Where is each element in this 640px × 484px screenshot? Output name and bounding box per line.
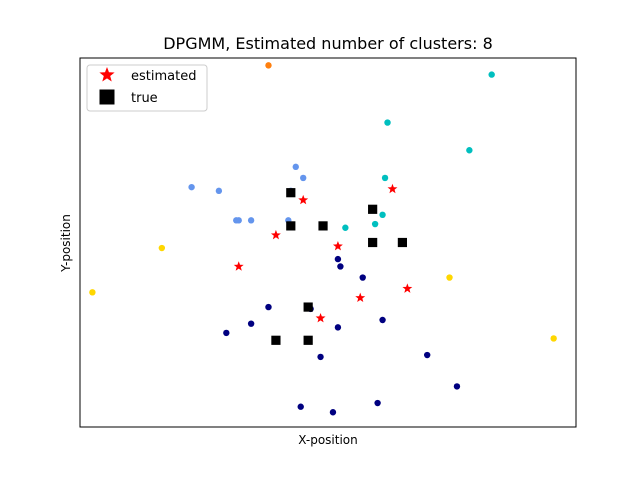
y-axis-label: Y-position — [59, 214, 73, 273]
star-marker-5-1 — [298, 194, 309, 205]
series-6-square-group — [271, 188, 407, 345]
square-marker-6-6 — [303, 302, 313, 312]
square-marker-6-5 — [397, 237, 407, 248]
data-marks — [89, 62, 557, 416]
data-point-0-13 — [329, 409, 337, 416]
star-marker-5-4 — [233, 261, 244, 271]
legend-square-icon — [99, 89, 115, 105]
star-marker-5-2 — [270, 229, 281, 240]
data-point-1-3 — [215, 187, 223, 195]
series-2-circle-group — [342, 71, 495, 231]
legend-marker-estimated — [99, 67, 115, 82]
square-marker-6-4 — [368, 237, 378, 248]
series-1-circle-group — [188, 163, 307, 224]
data-point-0-6 — [334, 324, 342, 331]
square-marker-6-2 — [286, 221, 296, 231]
square-marker-6-8 — [303, 335, 313, 345]
legend-frame — [86, 64, 208, 112]
data-point-2-4 — [379, 211, 386, 219]
legend-star-icon — [99, 67, 115, 82]
square-marker-6-1 — [368, 204, 378, 214]
data-point-0-3 — [265, 303, 272, 311]
square-marker-6-0 — [286, 188, 296, 198]
data-point-2-1 — [488, 71, 495, 78]
data-point-2-0 — [384, 119, 391, 126]
data-point-1-2 — [188, 183, 195, 191]
data-point-0-10 — [424, 351, 431, 359]
data-point-3-1 — [89, 289, 96, 296]
data-point-0-14 — [374, 399, 381, 407]
star-marker-5-7 — [315, 312, 326, 323]
plot-frame — [79, 57, 577, 428]
data-point-2-6 — [342, 224, 349, 231]
series-5-star-group — [233, 183, 413, 323]
data-point-1-6 — [233, 217, 240, 224]
data-point-4-0 — [265, 62, 272, 69]
legend-marker-true — [99, 89, 115, 105]
star-marker-5-5 — [355, 292, 366, 303]
data-point-3-2 — [446, 274, 453, 281]
legend-label-estimated: estimated — [131, 69, 196, 84]
data-point-0-9 — [317, 353, 324, 361]
data-point-0-11 — [453, 383, 461, 390]
data-point-2-3 — [381, 174, 389, 182]
star-marker-5-0 — [387, 183, 398, 194]
square-marker-6-3 — [318, 221, 328, 231]
data-point-1-0 — [292, 163, 299, 171]
data-point-0-5 — [379, 316, 386, 324]
data-point-3-3 — [550, 335, 557, 342]
data-point-2-5 — [371, 220, 379, 228]
legend: estimated true — [86, 64, 208, 112]
star-marker-5-3 — [332, 240, 343, 251]
star-marker-5-6 — [402, 283, 413, 293]
data-point-0-2 — [359, 274, 366, 281]
data-point-2-2 — [466, 147, 473, 154]
x-axis-label: X-position — [298, 433, 357, 447]
data-point-0-8 — [247, 320, 255, 327]
data-point-0-0 — [334, 255, 342, 263]
data-point-3-0 — [158, 244, 166, 252]
data-point-1-7 — [247, 217, 255, 224]
data-point-1-1 — [300, 174, 307, 182]
series-3-circle-group — [89, 244, 557, 342]
square-marker-6-7 — [271, 335, 281, 345]
chart-title: DPGMM, Estimated number of clusters: 8 — [163, 34, 493, 53]
legend-label-true: true — [131, 91, 158, 106]
data-point-0-7 — [223, 329, 230, 337]
data-point-0-1 — [337, 263, 344, 270]
data-point-0-12 — [297, 403, 304, 410]
series-4-circle-group — [265, 62, 272, 69]
